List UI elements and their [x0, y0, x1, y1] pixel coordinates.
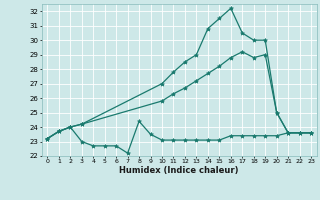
X-axis label: Humidex (Indice chaleur): Humidex (Indice chaleur)	[119, 166, 239, 175]
